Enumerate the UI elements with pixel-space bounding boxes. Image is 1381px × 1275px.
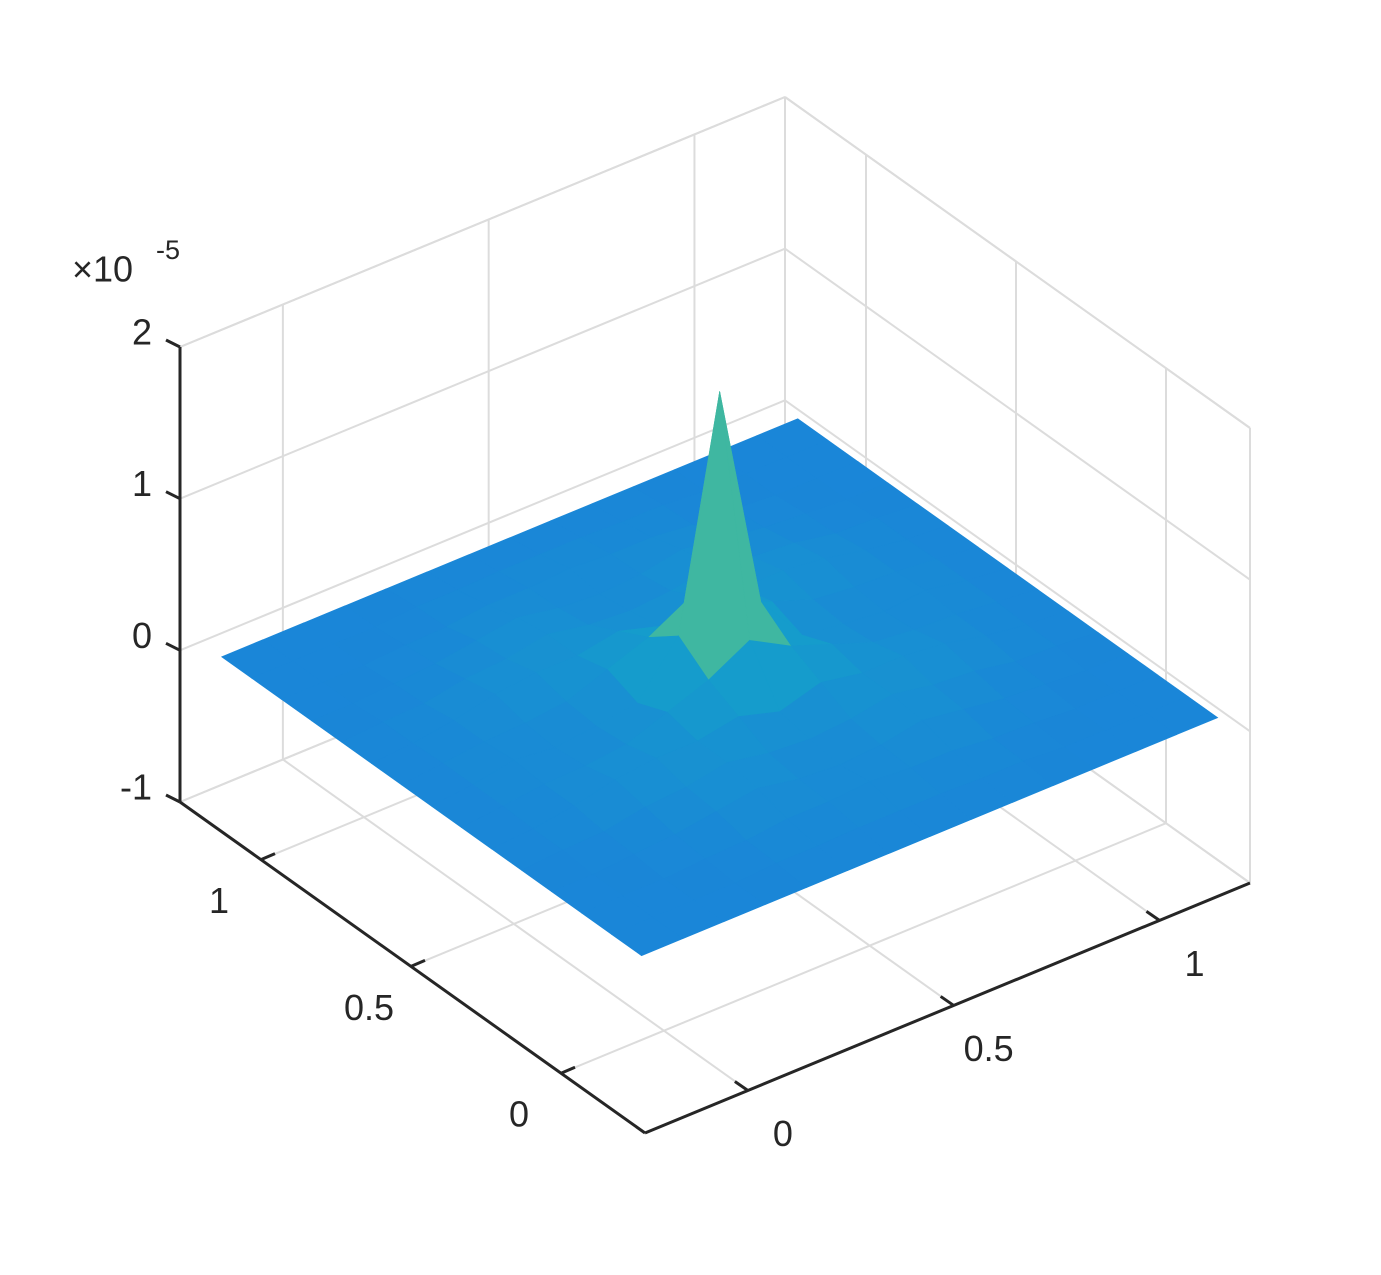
z-multiplier-base: ×10 <box>72 249 133 290</box>
z-tick-label: 2 <box>132 312 152 353</box>
x-tick-label: 0 <box>773 1113 793 1154</box>
grid-line <box>179 96 786 348</box>
y-tick <box>260 852 276 862</box>
z-tick <box>165 338 181 349</box>
x-axis <box>644 881 1251 1135</box>
x-tick <box>939 995 955 1007</box>
z-multiplier-exponent: -5 <box>156 235 180 265</box>
z-tick <box>165 641 181 652</box>
grid-line <box>282 758 749 1092</box>
z-tick-label: -1 <box>120 767 152 808</box>
surface-patch <box>610 917 684 957</box>
grid-line <box>179 399 786 652</box>
grid-line <box>179 247 786 500</box>
grid-line <box>784 399 1251 733</box>
x-tick <box>734 1080 749 1092</box>
y-tick-label: 1 <box>209 880 229 921</box>
x-tick <box>1145 910 1161 922</box>
grid-line <box>560 822 1167 1075</box>
z-tick <box>165 793 181 804</box>
y-tick <box>410 959 426 968</box>
grid-line <box>784 247 1251 581</box>
z-tick-label: 1 <box>132 463 152 504</box>
y-tick-label: 0.5 <box>344 987 394 1028</box>
z-tick <box>165 490 181 501</box>
grid-line <box>784 96 1251 429</box>
x-tick-label: 1 <box>1184 943 1204 984</box>
y-tick-label: 0 <box>509 1094 529 1135</box>
y-axis <box>179 800 646 1135</box>
y-tick <box>560 1065 576 1075</box>
x-tick-label: 0.5 <box>964 1028 1014 1069</box>
z-tick-label: 0 <box>132 615 152 656</box>
